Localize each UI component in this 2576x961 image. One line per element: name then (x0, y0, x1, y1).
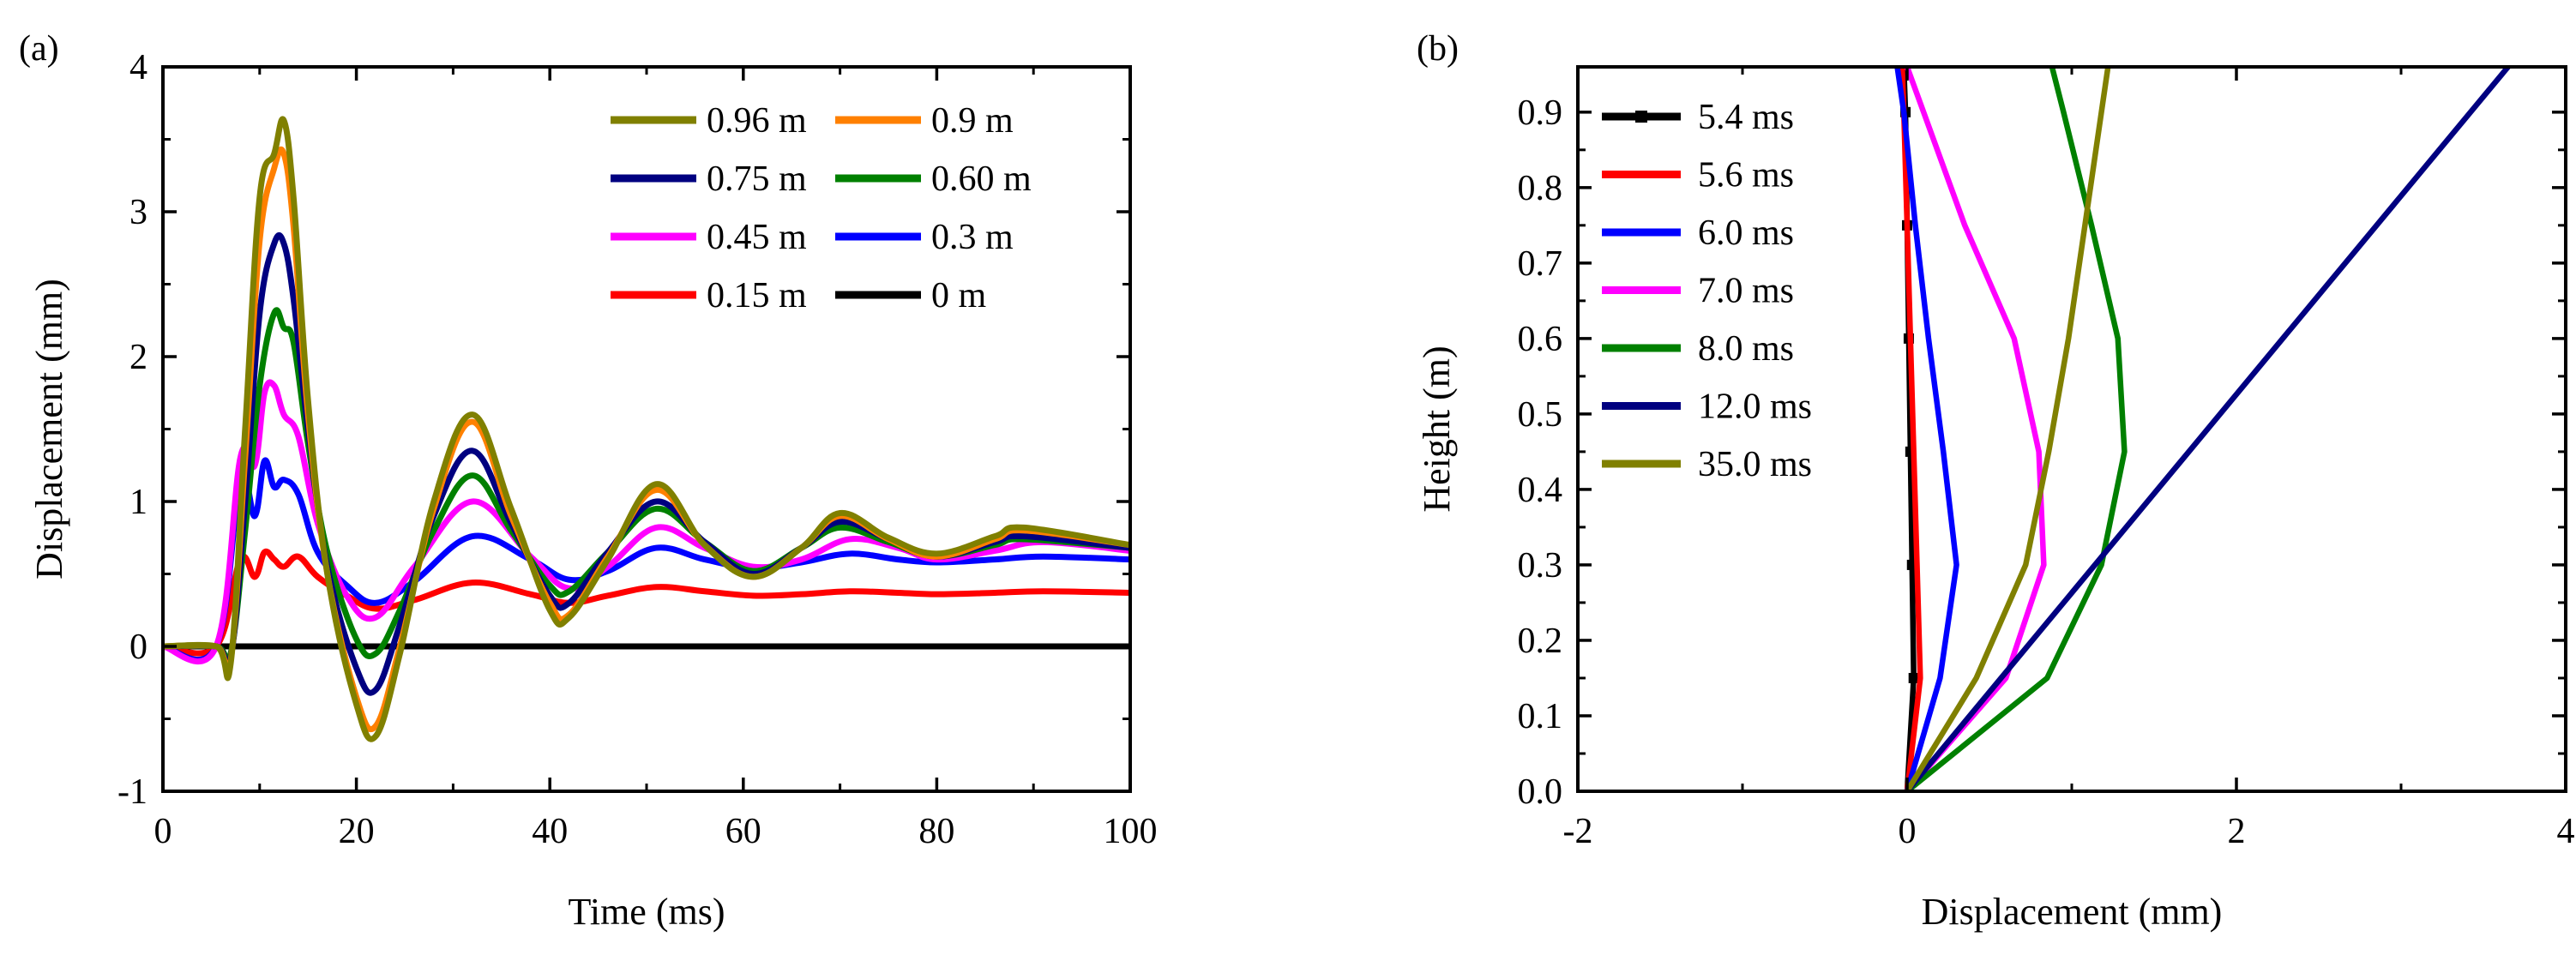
series-line-0-3-m (163, 457, 1130, 663)
y-tick-label: 0.6 (1518, 320, 1563, 359)
x-tick-label: 100 (1104, 812, 1158, 851)
y-tick-label: 0.5 (1518, 395, 1563, 435)
y-tick-label: 0.0 (1518, 772, 1563, 812)
y-tick-label: 2 (129, 338, 147, 377)
legend-label: 0.3 m (931, 218, 1014, 257)
series-lines (1894, 67, 2512, 791)
panel-label: (a) (19, 29, 59, 69)
series-line-0-45-m (163, 379, 1130, 664)
legend-label: 7.0 ms (1698, 272, 1794, 311)
series-lines (163, 116, 1130, 742)
series-line-8-0-ms (1904, 67, 2128, 791)
y-tick-label: 0.1 (1518, 697, 1563, 736)
legend: 5.4 ms 5.6 ms 6.0 ms 7.0 ms 8.0 ms 12.0 ms 35.… (1602, 98, 1812, 484)
legend-label: 5.4 ms (1698, 98, 1794, 137)
x-tick-label: 60 (725, 812, 761, 851)
series-line-12-0-ms (1904, 67, 2512, 791)
y-tick-label: 4 (129, 48, 147, 87)
legend-label: 0.60 m (931, 159, 1032, 199)
y-tick-label: 0.7 (1518, 244, 1563, 284)
x-tick-label: 80 (918, 812, 954, 851)
x-axis-label: Time (ms) (569, 891, 725, 933)
legend-label: 0.9 m (931, 101, 1014, 141)
x-tick-label: 0 (1899, 812, 1917, 851)
legend-marker (1635, 111, 1647, 123)
panel-b: -2 0 2 4 0.0 0.1 0.2 0.3 0.4 0.5 0.6 0.7 0.8 0.9 Displ… (1416, 29, 2575, 933)
series-line-7-0-ms (1904, 67, 2047, 791)
legend: 0.96 m 0.9 m 0.75 m 0.60 m 0.45 m 0.3 m 0.15 m… (611, 101, 1032, 315)
legend-label: 0.75 m (707, 159, 807, 199)
legend-label: 0.96 m (707, 101, 807, 141)
series-line-0-96-m (163, 116, 1130, 742)
series-line-35-0-ms (1904, 67, 2111, 791)
legend-label: 5.6 ms (1698, 156, 1794, 195)
y-tick-label: -1 (117, 772, 147, 812)
series-line-0-15-m (163, 548, 1130, 657)
series-line-0-60-m (163, 307, 1130, 664)
x-tick-label: 40 (532, 812, 568, 851)
legend-label: 8.0 ms (1698, 329, 1794, 369)
x-axis-label: Displacement (mm) (1922, 891, 2223, 933)
y-axis-label: Height (m) (1416, 345, 1458, 512)
legend-label: 0.15 m (707, 276, 807, 315)
legend-label: 6.0 ms (1698, 213, 1794, 253)
y-axis-label: Displacement (mm) (28, 279, 70, 580)
series-line-6-0-ms (1894, 67, 1959, 791)
legend-label: 35.0 ms (1698, 445, 1812, 484)
x-tick-label: 0 (154, 812, 172, 851)
legend-label: 12.0 ms (1698, 387, 1812, 427)
y-tick-label: 3 (129, 193, 147, 232)
series-marker (1908, 672, 1919, 683)
y-tick-label: 0 (129, 628, 147, 667)
panel-label: (b) (1417, 29, 1459, 69)
x-tick-label: 20 (339, 812, 375, 851)
y-tick-label: 0.2 (1518, 622, 1563, 661)
y-tick-label: 1 (129, 483, 147, 522)
legend-label: 0.45 m (707, 218, 807, 257)
x-tick-label: -2 (1563, 812, 1593, 851)
legend-label: 0 m (931, 276, 987, 315)
y-tick-label: 0.4 (1518, 471, 1563, 510)
y-tick-label: 0.9 (1518, 93, 1563, 133)
y-tick-label: 0.8 (1518, 169, 1563, 208)
x-tick-label: 2 (2228, 812, 2246, 851)
x-tick-label: 4 (2557, 812, 2575, 851)
y-tick-label: 0.3 (1518, 546, 1563, 586)
